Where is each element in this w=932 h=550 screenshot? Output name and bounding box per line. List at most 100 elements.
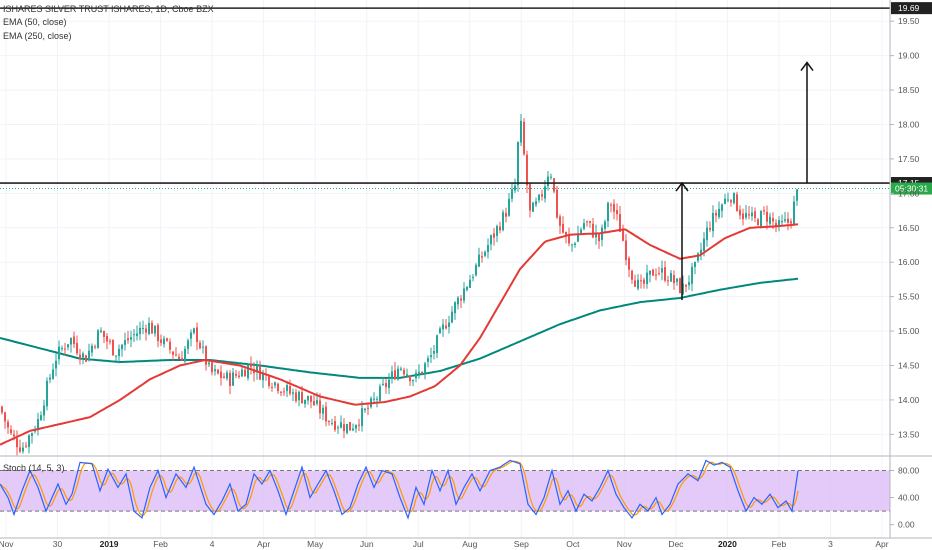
horizontal-line-label: 19.69 — [898, 3, 920, 13]
candle-body — [427, 358, 429, 362]
candle-body — [787, 218, 789, 223]
candle-body — [139, 327, 141, 334]
candle-body — [541, 194, 543, 197]
candle-body — [739, 209, 741, 216]
horizontal-line-label-bg — [891, 2, 932, 15]
candle-body — [328, 420, 330, 422]
candle-body — [661, 268, 663, 273]
time-axis-label: Sep — [514, 539, 529, 549]
candle-body — [703, 238, 705, 251]
candle-body — [313, 400, 315, 406]
stoch-k-line — [0, 459, 799, 520]
stoch-axis-label: 80.00 — [898, 466, 920, 476]
time-axis-label: 3 — [828, 539, 833, 549]
candle-body — [793, 201, 795, 225]
candle-body — [622, 230, 624, 241]
candle-body — [88, 350, 90, 361]
candle-body — [154, 325, 156, 334]
candle-body — [391, 371, 393, 379]
candle-body — [373, 398, 375, 400]
candle-body — [292, 392, 294, 394]
candle-body — [409, 375, 411, 382]
candle-body — [604, 221, 606, 229]
candle-body — [655, 274, 657, 276]
price-axis-label: 19.00 — [898, 51, 920, 61]
ema50-legend: EMA (50, close) — [3, 17, 67, 27]
candle-body — [586, 221, 588, 223]
candle-body — [241, 369, 243, 377]
candle-body — [502, 212, 504, 231]
price-axis-label: 19.50 — [898, 16, 920, 26]
candle-body — [319, 400, 321, 414]
candle-body — [613, 203, 615, 212]
time-axis-label: 4 — [210, 539, 215, 549]
candle-body — [658, 273, 660, 275]
candle-body — [775, 222, 777, 226]
candle-body — [757, 219, 759, 226]
candle-body — [583, 223, 585, 229]
candle-body — [211, 362, 213, 373]
candle-body — [157, 325, 159, 342]
candle-body — [124, 340, 126, 345]
candle-body — [688, 282, 690, 286]
candle-body — [4, 412, 6, 422]
candle-body — [346, 424, 348, 433]
time-axis-label: Jun — [360, 539, 374, 549]
candle-body — [532, 202, 534, 212]
candle-body — [709, 227, 711, 230]
candle-body — [28, 435, 30, 447]
candle-body — [484, 251, 486, 256]
candle-body — [307, 395, 309, 401]
time-axis-label: Apr — [257, 539, 270, 549]
candle-body — [670, 273, 672, 282]
candle-body — [436, 335, 438, 354]
candle-body — [7, 421, 9, 428]
candle-body — [499, 226, 501, 231]
candle-body — [733, 193, 735, 204]
candle-body — [91, 345, 93, 353]
candle-body — [64, 348, 66, 350]
candle-body — [595, 232, 597, 238]
candle-body — [22, 447, 24, 452]
price-axis-label: 17.50 — [898, 154, 920, 164]
candle-body — [406, 374, 408, 377]
candle-body — [280, 391, 282, 393]
candle-body — [553, 178, 555, 192]
time-axis-label: 2019 — [100, 539, 119, 549]
candle-body — [451, 311, 453, 323]
candle-body — [103, 330, 105, 337]
candle-body — [772, 218, 774, 222]
candle-body — [523, 121, 525, 155]
candle-body — [571, 244, 573, 246]
candle-body — [244, 369, 246, 377]
candle-body — [574, 243, 576, 246]
candle-body — [166, 338, 168, 341]
candle-body — [247, 365, 249, 379]
horizontal-lines[interactable]: 19.6917.1505:30:31 — [0, 2, 932, 195]
annotation-arrows[interactable] — [675, 61, 814, 301]
candle-body — [136, 333, 138, 336]
candle-body — [178, 356, 180, 360]
candle-body — [736, 194, 738, 212]
price-axis-label: 14.50 — [898, 360, 920, 370]
time-axis-label: 2020 — [718, 539, 737, 549]
candle-body — [337, 427, 339, 429]
candle-body — [517, 142, 519, 186]
candle-body — [277, 383, 279, 392]
candle-body — [76, 342, 78, 354]
candle-body — [607, 202, 609, 222]
candle-body — [70, 338, 72, 345]
candle-body — [262, 372, 264, 381]
candle-body — [424, 363, 426, 373]
candle-body — [697, 253, 699, 261]
candle-body — [121, 344, 123, 350]
candle-body — [421, 371, 423, 374]
candle-body — [175, 354, 177, 356]
candle-body — [52, 369, 54, 379]
candle-body — [769, 216, 771, 224]
candle-body — [727, 199, 729, 201]
candle-body — [310, 395, 312, 402]
